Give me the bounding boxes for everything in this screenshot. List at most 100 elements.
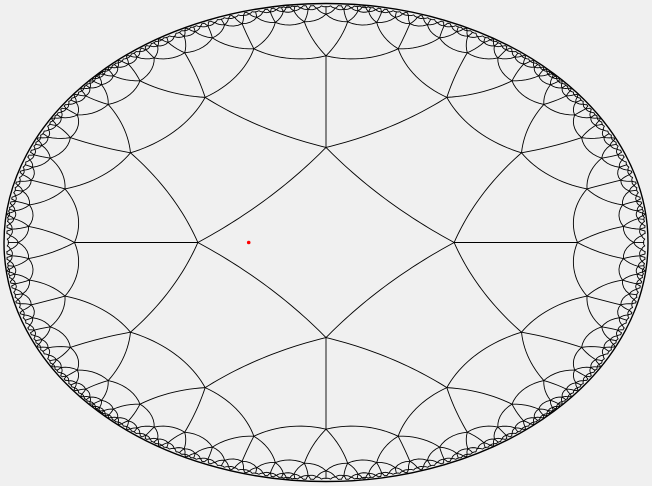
tiling-edge <box>543 380 567 390</box>
tiling-edge <box>365 473 369 478</box>
tiling-edge <box>639 279 643 282</box>
tiling-edge <box>470 452 473 455</box>
tiling-edge <box>423 466 428 468</box>
tiling-edge <box>386 472 390 476</box>
tiling-edge <box>439 446 458 454</box>
tiling-edge <box>154 52 185 60</box>
tiling-edge <box>224 459 229 467</box>
tiling-edge <box>533 408 539 418</box>
tiling-edge <box>8 269 11 273</box>
tiling-edge <box>636 200 642 203</box>
tiling-edge <box>501 438 506 440</box>
tiling-edge <box>99 410 102 413</box>
tiling-edge <box>641 212 644 216</box>
tiling-edge <box>217 464 222 467</box>
tiling-edge <box>543 84 551 105</box>
tiling-edge <box>407 12 409 16</box>
tiling-edge <box>281 7 284 12</box>
tiling-edge <box>622 279 637 285</box>
tiling-edge <box>40 133 44 136</box>
tiling-edge <box>566 388 575 391</box>
tiling-edge <box>497 403 513 428</box>
tiling-edge <box>376 435 399 463</box>
tiling-edge <box>623 258 639 267</box>
tiling-edge <box>112 64 115 66</box>
tiling-edge <box>577 242 624 260</box>
tiling-edge <box>609 140 614 146</box>
tiling-edge <box>543 104 575 116</box>
tiling-edge <box>77 94 86 97</box>
tiling-edge <box>493 40 495 47</box>
tiling-edge <box>103 71 106 75</box>
tiling-edge <box>68 380 77 384</box>
tiling-edge <box>243 13 250 16</box>
tiling-edge <box>601 129 605 138</box>
tiling-edge <box>521 332 545 381</box>
tiling-edge <box>145 45 151 51</box>
tiling-edge <box>207 458 216 463</box>
tiling-edge <box>121 420 129 425</box>
tiling-edge <box>575 99 582 103</box>
tiling-edge <box>16 302 20 305</box>
tiling-edge <box>297 476 301 480</box>
tiling-edge <box>33 329 36 337</box>
tiling-edge <box>74 94 79 98</box>
tiling-edge <box>80 394 83 397</box>
tiling-edge <box>101 412 104 414</box>
tiling-edge <box>350 473 359 478</box>
tiling-edge <box>627 169 632 172</box>
tiling-edge <box>439 25 445 39</box>
tiling-edge <box>620 180 630 192</box>
tiling-edge <box>14 294 16 298</box>
tiling-edge <box>34 335 43 340</box>
tiling-edge <box>572 390 575 394</box>
tiling-edge <box>506 47 511 51</box>
tiling-edge <box>561 87 567 97</box>
tiling-edge <box>35 140 39 143</box>
tiling-edge <box>565 85 568 87</box>
tiling-edge <box>61 114 78 119</box>
tiling-edge <box>402 11 406 15</box>
tiling-edge <box>52 117 56 122</box>
tiling-edge <box>103 410 106 414</box>
tiling-edge <box>530 421 534 425</box>
tiling-edge <box>22 190 30 205</box>
tiling-edge <box>224 23 243 27</box>
tiling-edge <box>427 18 432 25</box>
tiling-edge <box>78 90 82 93</box>
tiling-edge <box>47 124 50 127</box>
tiling-edge <box>20 313 25 316</box>
tiling-edge <box>357 6 363 12</box>
tiling-edge <box>11 287 16 290</box>
tiling-edge <box>550 399 559 405</box>
tiling-edge <box>7 265 14 267</box>
tiling-edge <box>51 117 53 120</box>
tiling-edge <box>567 88 571 92</box>
tiling-edge <box>7 220 11 224</box>
tiling-edge <box>567 393 571 397</box>
tiling-edge <box>56 124 71 138</box>
tiling-edge <box>617 329 622 334</box>
tiling-edge <box>548 71 551 75</box>
tiling-edge <box>635 181 637 184</box>
tiling-edge <box>530 60 534 64</box>
tiling-edge <box>616 338 619 341</box>
tiling-edge <box>303 463 309 476</box>
tiling-edge <box>325 425 399 437</box>
tiling-edge <box>38 343 41 348</box>
tiling-edge <box>253 425 327 437</box>
tiling-edge <box>456 453 459 459</box>
tiling-edge <box>200 25 209 28</box>
tiling-edge <box>139 57 155 82</box>
tiling-edge <box>70 347 80 371</box>
tiling-edge <box>194 31 213 39</box>
tiling-edge <box>596 117 600 122</box>
tiling-edge <box>368 477 371 479</box>
tiling-edge <box>397 23 411 49</box>
tiling-edge <box>9 281 12 284</box>
tiling-edge <box>153 42 158 47</box>
tiling-edge <box>158 38 160 40</box>
tiling-edge <box>76 382 87 390</box>
tiling-edge <box>449 458 453 462</box>
tiling-edge <box>521 152 588 190</box>
